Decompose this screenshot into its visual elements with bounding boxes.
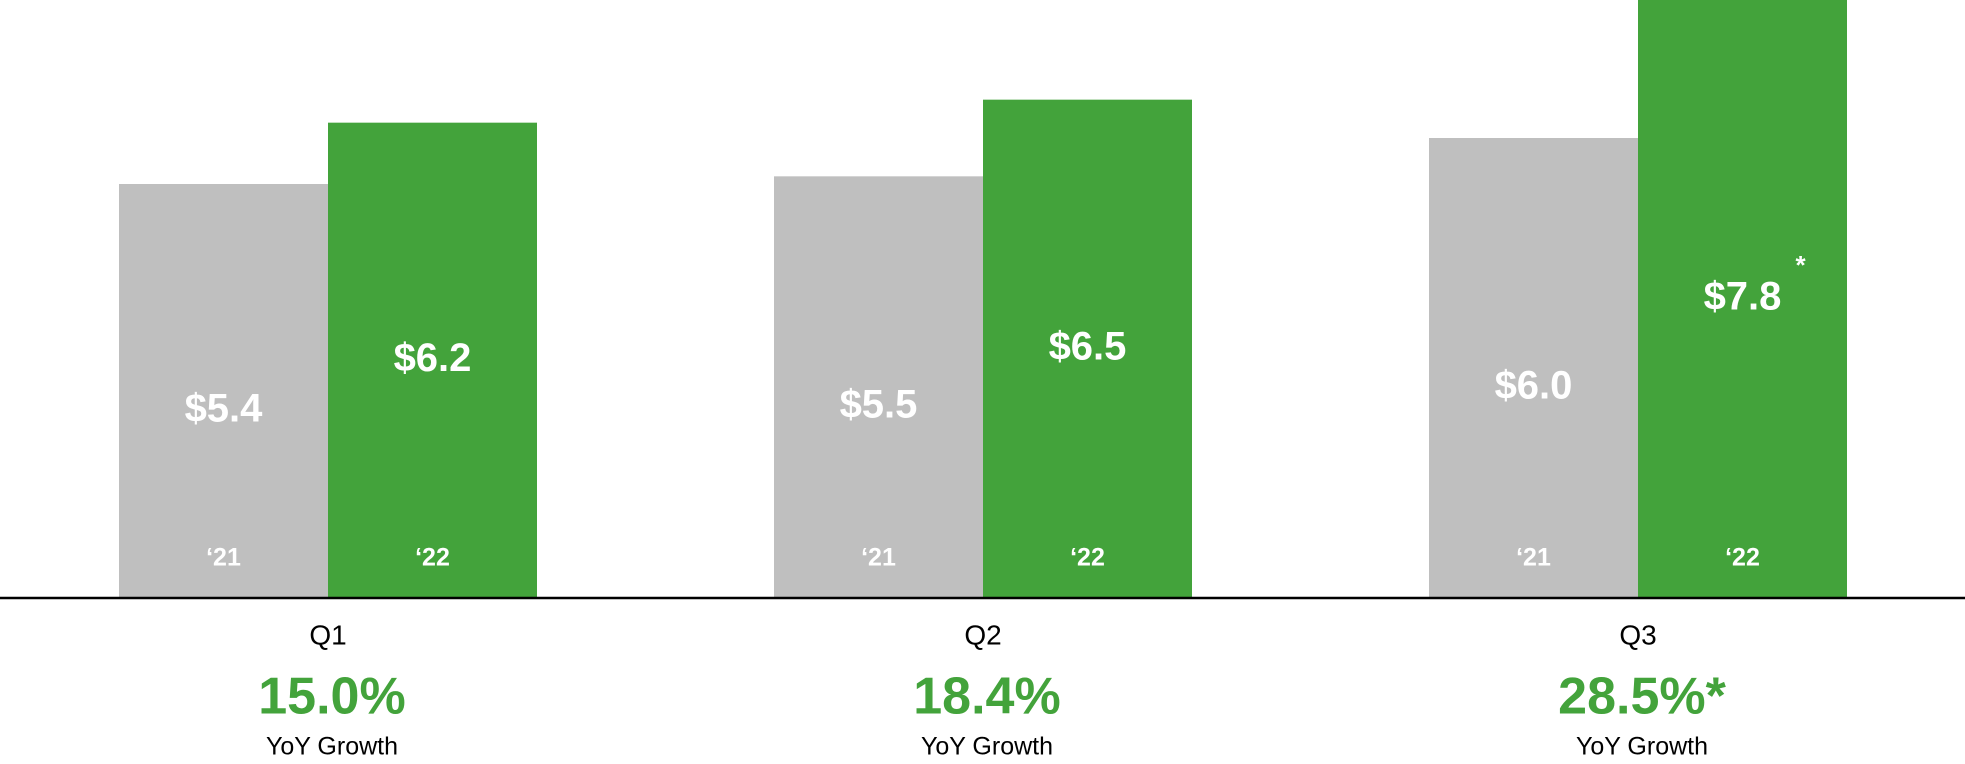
value-label: $7.8 [1704, 275, 1782, 319]
bar [328, 122, 537, 599]
growth-label: 18.4% [913, 668, 1060, 726]
bar [1429, 138, 1638, 598]
value-label: $5.5 [840, 383, 918, 427]
bar [1638, 0, 1847, 598]
x-tick-label: Q3 [1619, 619, 1656, 650]
x-tick-label: Q2 [964, 619, 1001, 650]
growth-label: 15.0% [258, 668, 405, 726]
growth-caption: YoY Growth [266, 733, 398, 761]
series-label: ‘22 [415, 544, 450, 572]
growth-label: 28.5%* [1558, 668, 1726, 726]
series-label: ‘22 [1070, 544, 1105, 572]
value-label: $6.5 [1049, 324, 1127, 368]
value-label: $6.0 [1495, 364, 1573, 408]
growth-caption: YoY Growth [1576, 733, 1708, 761]
series-label: ‘21 [1516, 544, 1551, 572]
series-label: ‘21 [861, 544, 896, 572]
value-label: $6.2 [394, 336, 472, 380]
series-label: ‘22 [1725, 544, 1760, 572]
bar [119, 184, 328, 598]
growth-caption: YoY Growth [921, 733, 1053, 761]
bar [983, 99, 1192, 599]
bar [774, 176, 983, 599]
value-label: $5.4 [185, 387, 264, 431]
annotation: * [1795, 250, 1806, 280]
x-tick-label: Q1 [309, 619, 346, 650]
series-label: ‘21 [206, 544, 241, 572]
